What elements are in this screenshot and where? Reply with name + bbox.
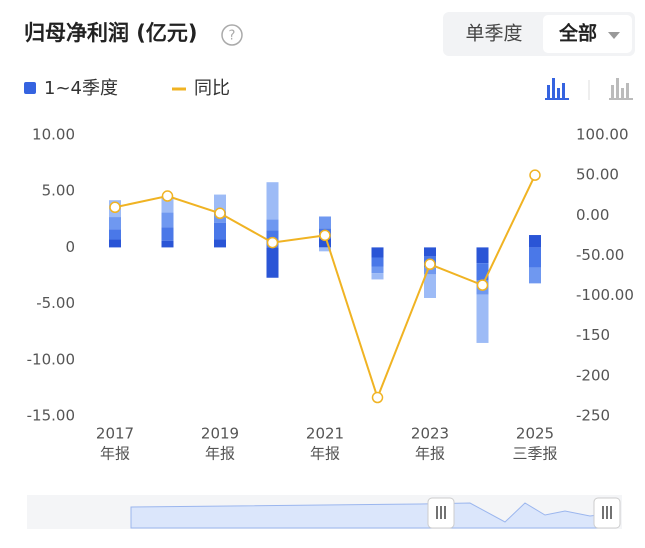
x-tick-sublabel: 年报 (205, 445, 235, 463)
bar-segment (319, 238, 331, 248)
bar-segment (476, 247, 489, 264)
x-tick-sublabel: 三季报 (512, 445, 557, 463)
bar-segment (371, 273, 384, 280)
x-tick-sublabel: 年报 (100, 445, 130, 463)
y-tick-label: -10.00 (27, 350, 75, 368)
x-tick-label: 2023 (411, 425, 449, 443)
line-point (529, 169, 541, 181)
bar-segment (529, 247, 541, 268)
bar-segment (424, 274, 436, 298)
y2-tick-label: 100.00 (576, 126, 629, 144)
x-tick-sublabel: 年报 (310, 445, 340, 463)
bar-segment (109, 229, 121, 240)
bar-segment (161, 212, 174, 228)
bar-segment (266, 182, 279, 220)
x-tick-sublabel: 年报 (415, 445, 445, 463)
x-tick-label: 2025 (516, 425, 554, 443)
bar-segment (214, 239, 226, 248)
y2-tick-label: -150 (576, 326, 610, 344)
line-point (266, 236, 279, 249)
data-zoom[interactable] (27, 495, 622, 529)
legend-swatch (24, 82, 36, 94)
y-tick-label: 5.00 (42, 182, 75, 200)
x-tick-label: 2017 (96, 425, 134, 443)
line-point (371, 391, 384, 404)
x-tick-label: 2021 (306, 425, 344, 443)
y2-tick-label: -200 (576, 366, 610, 384)
y2-tick-label: -250 (576, 407, 610, 425)
bar-segment (109, 217, 121, 230)
dropdown-arrow[interactable] (608, 32, 620, 39)
bar-segment (476, 294, 489, 343)
tab[interactable]: 全部 (558, 22, 597, 45)
bar-segment (424, 247, 436, 257)
bar-segment (424, 267, 436, 275)
y-tick-label: -15.00 (27, 407, 75, 425)
y2-tick-label: 50.00 (576, 166, 619, 184)
line (114, 174, 536, 401)
y2-tick-label: 0.00 (576, 206, 609, 224)
line-point (319, 229, 331, 242)
line-point (214, 207, 226, 220)
tab[interactable]: 单季度 (465, 23, 522, 45)
y-tick-label: 0 (65, 238, 75, 256)
line-point (476, 279, 489, 291)
bar-segment (214, 194, 226, 212)
y2-tick-label: -50.00 (576, 246, 624, 264)
bar-segment (371, 247, 384, 258)
y-tick-label: 10.00 (32, 126, 75, 144)
legend-label: 1~4季度 (44, 78, 118, 99)
line-point (109, 201, 121, 214)
tab-active-bg (543, 15, 632, 53)
bar-segment (266, 247, 279, 278)
bar-segment (371, 257, 384, 267)
line-point (161, 190, 174, 202)
chart-type-icons[interactable] (545, 78, 633, 100)
line-point (424, 258, 436, 271)
bar-segment (476, 263, 489, 280)
bar-segment (529, 235, 541, 248)
y-tick-label: -5.00 (36, 294, 75, 312)
bar-segment (161, 240, 174, 248)
help-icon[interactable]: ? (221, 24, 243, 46)
chart-title: 归母净利润 (亿元) (24, 21, 198, 45)
bar-segment (371, 266, 384, 274)
bar-segment (109, 239, 121, 248)
bar-segment (319, 247, 331, 252)
bar-segment (214, 222, 226, 240)
y2-tick-label: -100.00 (576, 286, 634, 304)
x-tick-label: 2019 (201, 425, 239, 443)
bar-segment (319, 216, 331, 229)
bar-segment (266, 219, 279, 231)
bar-segment (161, 227, 174, 241)
bar-segment (529, 267, 541, 284)
legend-label: 同比 (194, 78, 230, 99)
svg-text:?: ? (229, 29, 236, 44)
